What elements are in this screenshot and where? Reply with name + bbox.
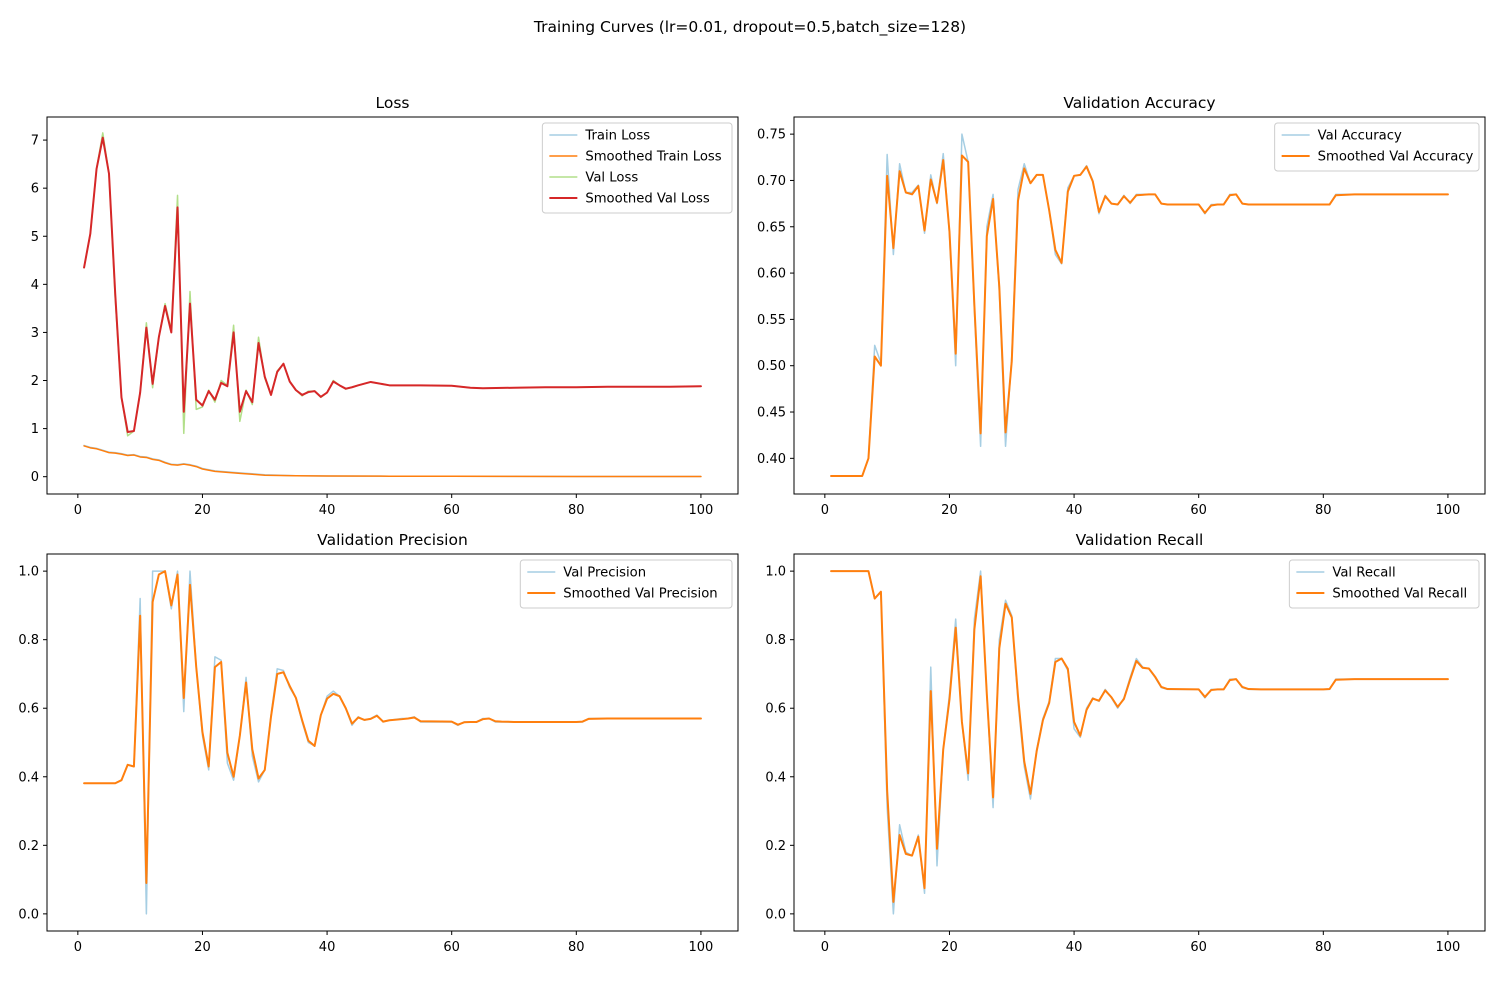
y-tick-label: 0.2 (18, 839, 39, 854)
x-tick-label: 0 (74, 940, 82, 955)
x-tick-label: 100 (1436, 503, 1461, 518)
y-tick-label: 0.55 (757, 313, 786, 328)
subplot-accuracy: Validation Accuracy 0 20 40 60 80 100 0.40 0.45 0… (757, 94, 1486, 518)
subplot-title: Loss (376, 94, 410, 112)
x-tick-label: 0 (821, 503, 829, 518)
legend-frame (1288, 559, 1480, 609)
y-tick-label: 0.65 (757, 220, 786, 235)
series-line-smoothed-val-loss (83, 136, 702, 433)
x-tick-label: 100 (689, 503, 714, 518)
y-tick-label: 1.0 (18, 565, 39, 580)
subplot-loss: Loss 0 20 40 60 80 100 0 1 2 3 4 5 6 7 Train Loss Smooth… (31, 94, 739, 518)
legend-label: Smoothed Val Accuracy (1318, 150, 1474, 165)
y-tick-label: 0.4 (765, 770, 786, 785)
y-tick-label: 3 (31, 326, 39, 341)
y-tick-label: 0.50 (757, 359, 786, 374)
legend: Val Recall Smoothed Val Recall (1288, 559, 1480, 609)
x-tick-label: 60 (443, 940, 460, 955)
x-tick-label: 0 (74, 503, 82, 518)
y-tick-label: 5 (31, 230, 39, 245)
y-tick-label: 0.0 (18, 907, 39, 922)
series-group (83, 570, 702, 915)
x-tick-label: 80 (568, 503, 585, 518)
subplot-title: Validation Recall (1076, 531, 1204, 549)
series-line-train-loss (83, 444, 702, 478)
series-group (830, 133, 1449, 477)
x-tick-label: 20 (941, 503, 958, 518)
y-tick-label: 6 (31, 182, 39, 197)
x-tick-label: 40 (1066, 940, 1083, 955)
y-tick-label: 7 (31, 134, 39, 149)
axes-frame (793, 553, 1486, 932)
x-tick-label: 40 (319, 503, 336, 518)
legend-frame (541, 122, 733, 214)
legend-label: Smoothed Val Recall (1332, 587, 1467, 602)
y-tick-label: 0.60 (757, 267, 786, 282)
x-tick-label: 80 (1315, 503, 1332, 518)
x-tick-label: 20 (941, 940, 958, 955)
x-tick-label: 100 (1436, 940, 1461, 955)
y-tick-label: 1.0 (765, 565, 786, 580)
subplot-grid: Loss 0 20 40 60 80 100 0 1 2 3 4 5 6 7 Train Loss Smooth… (18, 94, 1486, 955)
legend-frame (519, 559, 733, 609)
y-tick-label: 4 (31, 278, 39, 293)
series-group (830, 570, 1449, 915)
x-tick-label: 60 (443, 503, 460, 518)
legend: Val Accuracy Smoothed Val Accuracy (1274, 122, 1480, 172)
x-tick-label: 40 (1066, 503, 1083, 518)
legend: Val Precision Smoothed Val Precision (519, 559, 733, 609)
x-tick-label: 80 (568, 940, 585, 955)
x-tick-label: 20 (194, 503, 211, 518)
subplot-recall: Validation Recall 0 20 40 60 80 100 0.0 0.2 0.4 0.… (765, 531, 1486, 955)
y-tick-label: 0.8 (18, 633, 39, 648)
y-tick-label: 0.40 (757, 452, 786, 467)
subplot-title: Validation Accuracy (1063, 94, 1215, 112)
legend-label: Val Accuracy (1318, 129, 1402, 144)
y-tick-label: 0.0 (765, 907, 786, 922)
legend-label: Smoothed Val Precision (563, 587, 717, 602)
legend-label: Smoothed Val Loss (585, 192, 710, 207)
legend-label: Val Recall (1332, 566, 1395, 581)
x-tick-label: 60 (1190, 940, 1207, 955)
series-line-smoothed-train-loss (83, 445, 702, 478)
legend-label: Smoothed Train Loss (585, 150, 721, 165)
subplot-title: Validation Precision (317, 531, 468, 549)
axes-frame (793, 116, 1486, 495)
x-tick-label: 40 (319, 940, 336, 955)
series-line-smoothed-val-accuracy (830, 154, 1449, 477)
series-line-val-accuracy (830, 133, 1449, 477)
y-tick-label: 0 (31, 470, 39, 485)
x-tick-label: 20 (194, 940, 211, 955)
series-group (83, 132, 702, 478)
y-tick-label: 0.75 (757, 128, 786, 143)
legend-label: Val Loss (585, 171, 638, 186)
y-tick-label: 0.45 (757, 406, 786, 421)
x-tick-label: 0 (821, 940, 829, 955)
y-tick-label: 2 (31, 374, 39, 389)
series-line-smoothed-val-precision (83, 570, 702, 885)
x-tick-label: 60 (1190, 503, 1207, 518)
y-tick-label: 1 (31, 422, 39, 437)
y-tick-label: 0.70 (757, 174, 786, 189)
legend: Train Loss Smoothed Train Loss Val Loss Smo… (541, 122, 733, 214)
axes-frame (46, 553, 739, 932)
series-line-val-precision (83, 570, 702, 915)
y-tick-label: 0.6 (18, 702, 39, 717)
legend-label: Train Loss (584, 129, 650, 144)
x-tick-label: 80 (1315, 940, 1332, 955)
x-tick-label: 100 (689, 940, 714, 955)
legend-label: Val Precision (563, 566, 646, 581)
y-tick-label: 0.8 (765, 633, 786, 648)
y-tick-label: 0.2 (765, 839, 786, 854)
figure-suptitle: Training Curves (lr=0.01, dropout=0.5,ba… (533, 18, 966, 37)
subplot-precision: Validation Precision 0 20 40 60 80 100 0.0 0.2 0.… (18, 531, 739, 955)
axes-frame (46, 116, 739, 495)
y-tick-label: 0.6 (765, 702, 786, 717)
legend-frame (1274, 122, 1480, 172)
series-line-val-recall (830, 570, 1449, 915)
series-line-smoothed-val-recall (830, 570, 1449, 903)
y-tick-label: 0.4 (18, 770, 39, 785)
